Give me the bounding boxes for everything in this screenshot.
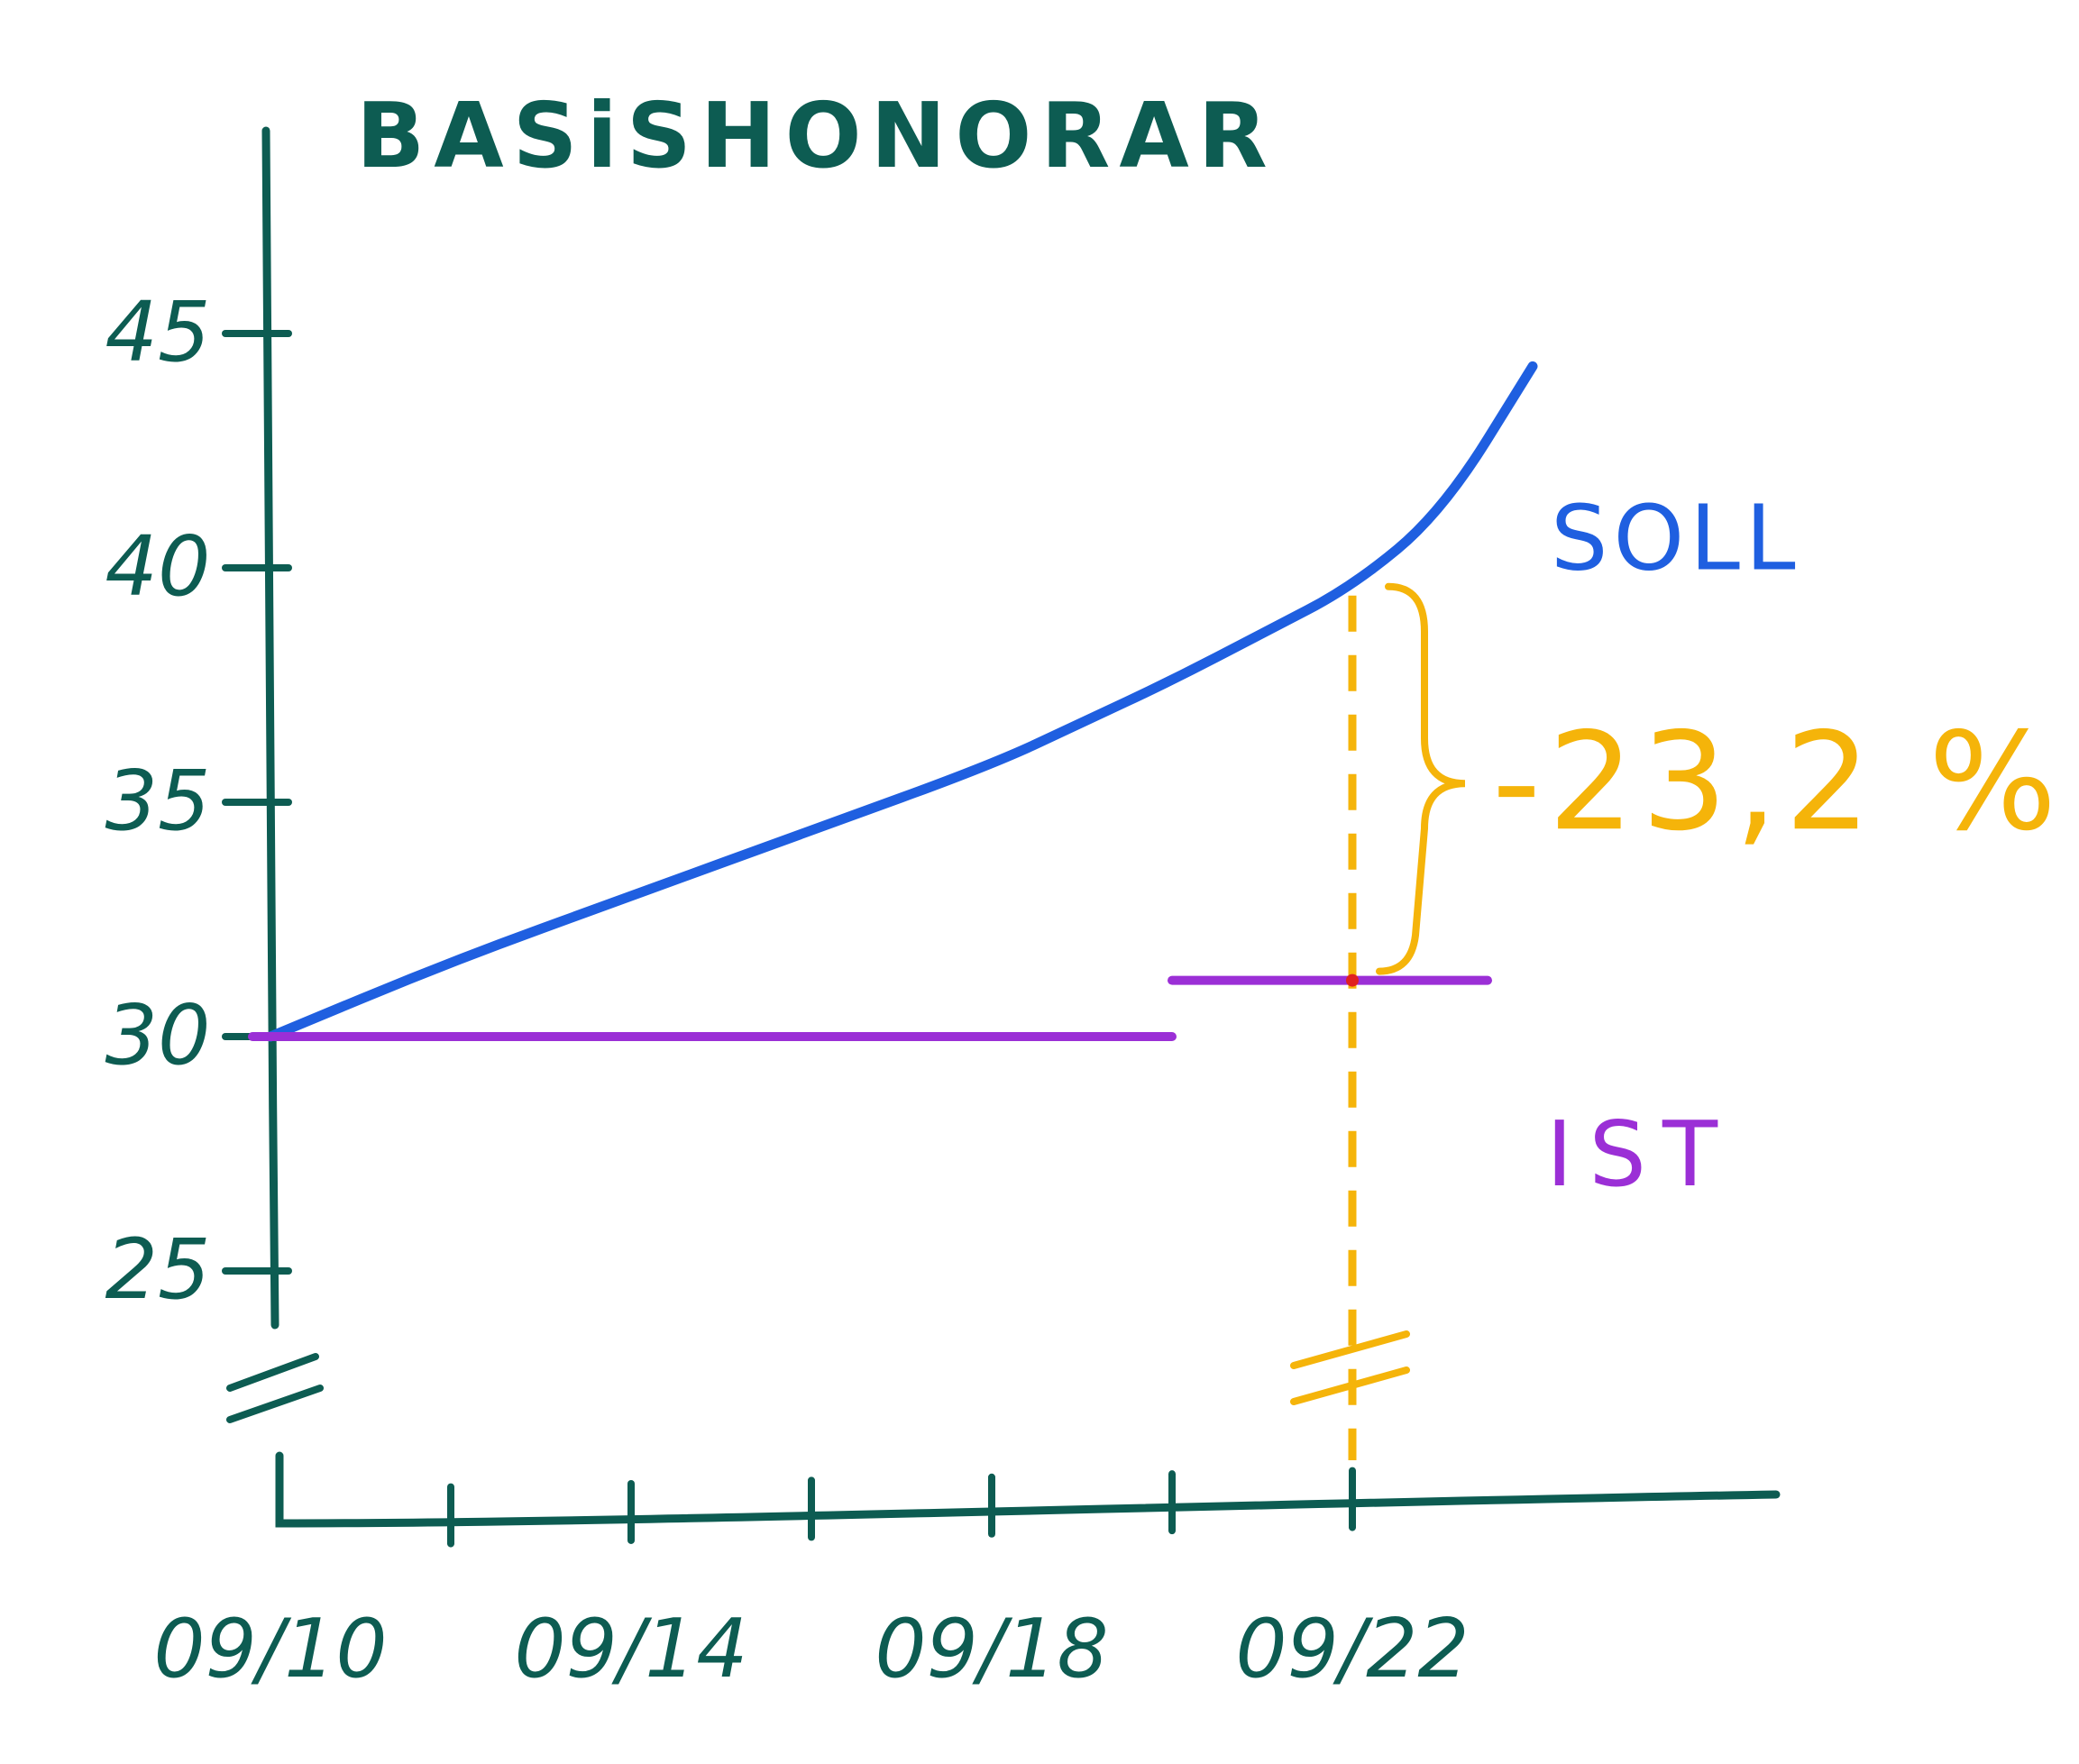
chart-title: BASiSHONORAR [356,83,1277,188]
series-layer: SOLL IST [248,361,1801,1207]
x-axis: 09/10 09/14 09/18 09/22 [153,1451,1781,1696]
x-tick-label: 09/18 [875,1602,1108,1696]
y-axis-break-mark [226,1353,324,1423]
y-tick-label: 35 [105,753,210,849]
y-axis: 25 30 35 40 45 [105,126,324,1423]
x-tick-label: 09/14 [514,1602,747,1696]
x-tick-label: 09/10 [153,1602,387,1696]
annotation-break-mark [1290,1330,1410,1369]
annotation-intersection-point [1346,973,1359,987]
annotation-layer: -23,2 % [1290,582,2064,1460]
y-tick-label: 30 [105,987,210,1083]
annotation-brace [1376,582,1466,975]
y-tick-label: 25 [105,1221,210,1318]
annotation-label: -23,2 % [1492,704,2064,861]
annotation-break-mark [1290,1366,1410,1405]
x-tick-group: 09/10 09/14 09/18 09/22 [153,1467,1470,1696]
series-label-ist: IST [1546,1101,1734,1207]
y-tick-group: 25 30 35 40 45 [105,284,292,1318]
y-axis-line [261,126,279,1330]
series-label-soll: SOLL [1551,485,1801,590]
x-axis-line [275,1451,1781,1528]
series-line-soll [265,361,1538,1042]
y-tick-label: 45 [105,284,210,380]
x-tick-label: 09/22 [1235,1602,1469,1696]
y-tick-label: 40 [105,518,210,615]
